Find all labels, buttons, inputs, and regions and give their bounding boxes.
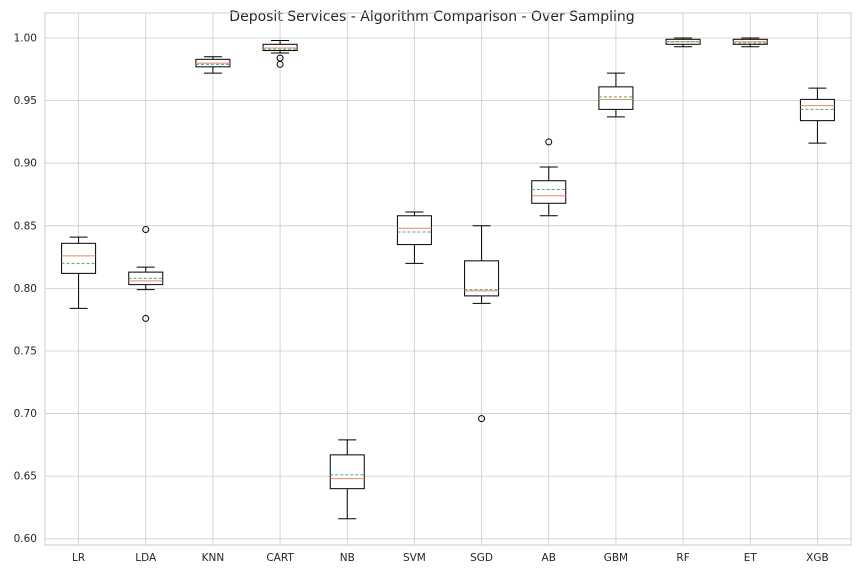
x-tick-label: KNN <box>202 552 225 564</box>
y-tick-label: 0.65 <box>14 471 37 483</box>
y-tick-label: 0.70 <box>14 408 37 420</box>
box-xgb <box>799 98 835 122</box>
x-tick-label: AB <box>542 552 556 564</box>
x-tick-label: XGB <box>806 552 829 564</box>
y-tick-label: 0.85 <box>14 220 37 232</box>
outlier-point <box>142 226 150 234</box>
x-tick-label: GBM <box>604 552 628 564</box>
x-tick-label: ET <box>744 552 758 564</box>
plot-frame <box>44 12 852 546</box>
y-tick-label: 1.00 <box>14 33 37 45</box>
x-tick-label: LDA <box>135 552 157 564</box>
box-gbm <box>598 86 634 110</box>
box-nb <box>329 454 365 490</box>
x-tick-label: NB <box>340 552 355 564</box>
box-cart <box>262 43 298 52</box>
y-tick-label: 0.80 <box>14 283 37 295</box>
box-lr <box>61 242 97 274</box>
x-tick-label: RF <box>676 552 689 564</box>
outlier-point <box>142 314 150 322</box>
x-tick-label: SVM <box>403 552 426 564</box>
y-tick-label: 0.95 <box>14 95 37 107</box>
y-tick-label: 0.75 <box>14 345 37 357</box>
box-ab <box>531 180 567 204</box>
y-tick-label: 0.90 <box>14 158 37 170</box>
outlier-point <box>545 138 553 146</box>
outlier-point <box>276 60 284 68</box>
x-tick-label: SGD <box>470 552 493 564</box>
box-svm <box>396 215 432 246</box>
outlier-point <box>478 415 486 423</box>
x-tick-label: CART <box>266 552 294 564</box>
x-tick-label: LR <box>72 552 85 564</box>
y-tick-label: 0.60 <box>14 533 37 545</box>
